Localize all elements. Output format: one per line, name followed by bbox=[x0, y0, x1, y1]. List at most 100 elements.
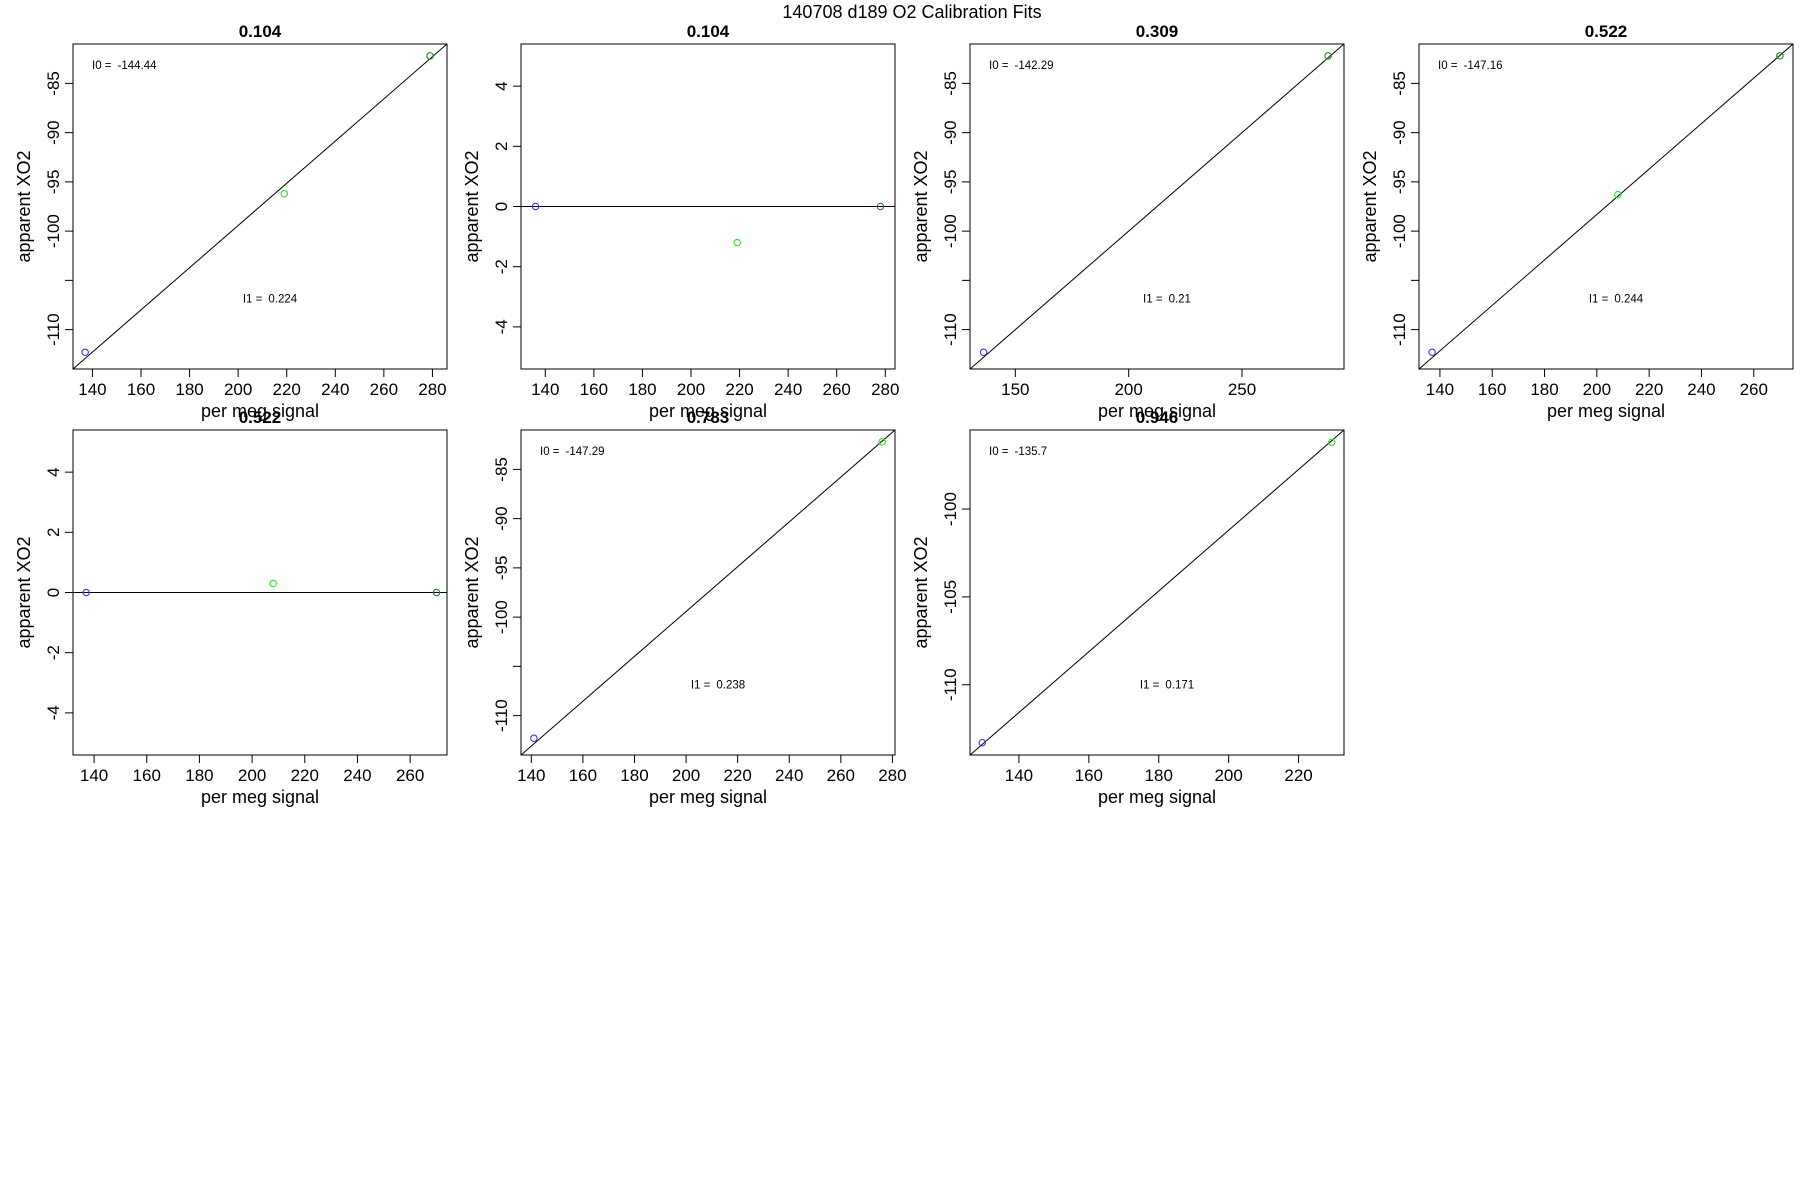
y-tick-label: -85 bbox=[941, 71, 960, 96]
x-tick-label: 240 bbox=[321, 380, 349, 399]
panel-title: 0.783 bbox=[687, 408, 730, 427]
annotation-value: -147.16 bbox=[1464, 60, 1503, 72]
x-tick-label: 150 bbox=[1001, 380, 1029, 399]
plot-frame bbox=[969, 43, 1345, 370]
intercept-annotation: I0 = -135.7 bbox=[989, 446, 1047, 458]
x-tick-label: 180 bbox=[1145, 766, 1173, 785]
y-axis-label: apparent XO2 bbox=[14, 536, 34, 648]
x-tick-label: 260 bbox=[396, 766, 424, 785]
x-tick-label: 240 bbox=[1687, 380, 1715, 399]
x-tick-label: 200 bbox=[672, 766, 700, 785]
panel-title: 0.309 bbox=[1136, 22, 1179, 41]
data-point-low bbox=[979, 348, 988, 357]
plot-frame bbox=[520, 429, 896, 756]
annotation-label: I1 = bbox=[691, 680, 711, 692]
x-tick-label: 250 bbox=[1228, 380, 1256, 399]
data-point-mid bbox=[280, 189, 289, 198]
data-point-mid bbox=[1328, 438, 1336, 447]
y-tick-label: -90 bbox=[44, 120, 63, 145]
x-tick-label: 280 bbox=[871, 380, 899, 399]
x-axis-label: per meg signal bbox=[1098, 401, 1216, 421]
data-point-mid bbox=[269, 579, 277, 588]
data-point-mid bbox=[1614, 190, 1622, 199]
y-tick-label: -2 bbox=[492, 259, 511, 274]
plot-frame bbox=[72, 43, 448, 370]
y-tick-label: -85 bbox=[44, 71, 63, 96]
x-tick-label: 260 bbox=[823, 380, 851, 399]
x-tick-label: 160 bbox=[1075, 766, 1103, 785]
annotation-label: I0 = bbox=[540, 446, 560, 458]
data-point-low bbox=[978, 738, 986, 747]
x-tick-label: 140 bbox=[531, 380, 559, 399]
intercept-annotation: I0 = -144.44 bbox=[92, 60, 157, 72]
x-tick-label: 280 bbox=[878, 766, 906, 785]
panel-title: 0.104 bbox=[687, 22, 730, 41]
x-axis-label: per meg signal bbox=[1547, 401, 1665, 421]
y-tick-label: -4 bbox=[492, 319, 511, 334]
y-tick-label: -110 bbox=[1390, 313, 1409, 346]
y-axis-label: apparent XO2 bbox=[462, 536, 482, 648]
plot-panel-4: 0.522 140 160 180 200 220 240 260 -110 -100 -95 -90… bbox=[1360, 22, 1794, 421]
annotation-value: -147.29 bbox=[566, 446, 605, 458]
x-tick-label: 220 bbox=[273, 380, 301, 399]
y-tick-label: -90 bbox=[941, 120, 960, 145]
x-tick-label: 220 bbox=[291, 766, 319, 785]
annotation-label: I1 = bbox=[1140, 680, 1160, 692]
x-tick-label: 240 bbox=[343, 766, 371, 785]
plot-frame bbox=[1418, 43, 1794, 370]
x-tick-label: 140 bbox=[78, 380, 106, 399]
annotation-value: 0.171 bbox=[1165, 680, 1194, 692]
annotation-label: I0 = bbox=[92, 60, 112, 72]
x-tick-label: 160 bbox=[569, 766, 597, 785]
x-tick-label: 160 bbox=[133, 766, 161, 785]
fit-line bbox=[73, 44, 447, 369]
y-tick-label: 0 bbox=[44, 588, 63, 597]
y-tick-label: 4 bbox=[492, 81, 511, 90]
panel-title: 0.522 bbox=[1585, 22, 1628, 41]
x-tick-label: 140 bbox=[517, 766, 545, 785]
data-point-high bbox=[432, 588, 441, 597]
x-tick-label: 220 bbox=[725, 380, 753, 399]
intercept-annotation: I0 = -142.29 bbox=[989, 60, 1054, 72]
x-tick-label: 180 bbox=[1530, 380, 1558, 399]
x-tick-label: 140 bbox=[1005, 766, 1033, 785]
x-tick-label: 180 bbox=[628, 380, 656, 399]
x-tick-label: 180 bbox=[175, 380, 203, 399]
annotation-label: I0 = bbox=[1438, 60, 1458, 72]
data-point-low bbox=[82, 588, 90, 597]
x-tick-label: 280 bbox=[418, 380, 446, 399]
panel-title: 0.522 bbox=[239, 408, 282, 427]
y-tick-label: 0 bbox=[492, 202, 511, 211]
annotation-value: -144.44 bbox=[118, 60, 158, 72]
x-tick-label: 160 bbox=[127, 380, 155, 399]
annotation-label: I1 = bbox=[1143, 294, 1163, 306]
y-tick-label: -90 bbox=[492, 506, 511, 531]
annotation-label: I0 = bbox=[989, 446, 1009, 458]
y-tick-label: -95 bbox=[492, 556, 511, 581]
x-tick-label: 180 bbox=[620, 766, 648, 785]
annotation-label: I1 = bbox=[1589, 294, 1609, 306]
y-tick-label: -2 bbox=[44, 645, 63, 660]
plot-panel-7: 0.946 140 160 180 200 220 -110 -105 -100 per meg … bbox=[911, 408, 1345, 807]
y-tick-label: 2 bbox=[44, 528, 63, 537]
x-tick-label: 260 bbox=[827, 766, 855, 785]
annotation-value: 0.238 bbox=[716, 680, 745, 692]
y-tick-label: -110 bbox=[44, 313, 63, 346]
x-tick-label: 200 bbox=[1114, 380, 1142, 399]
y-tick-label: -4 bbox=[44, 705, 63, 720]
data-point-low bbox=[81, 348, 89, 357]
plot-panel-2: 0.104 140 160 180 200 220 240 260 280 -4 -2 0 2 4 per … bbox=[462, 22, 899, 421]
plot-frame bbox=[969, 429, 1345, 756]
x-tick-label: 220 bbox=[723, 766, 751, 785]
panel-title: 0.946 bbox=[1136, 408, 1179, 427]
slope-annotation: I1 = 0.224 bbox=[243, 294, 298, 306]
data-point-high bbox=[1776, 52, 1784, 60]
fit-line bbox=[521, 430, 895, 755]
y-tick-label: -100 bbox=[941, 214, 960, 248]
y-axis-label: apparent XO2 bbox=[1360, 150, 1380, 262]
x-tick-label: 260 bbox=[370, 380, 398, 399]
y-tick-label: -110 bbox=[941, 313, 960, 346]
y-tick-label: -85 bbox=[1390, 71, 1409, 96]
